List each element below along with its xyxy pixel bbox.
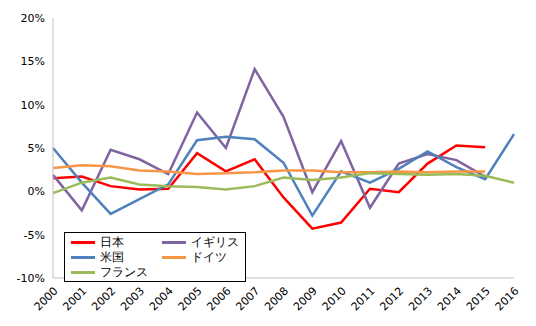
svg-text:2002: 2002 [89, 284, 118, 313]
html-text:フランス: フランス [100, 265, 148, 279]
svg-text:2012: 2012 [377, 284, 406, 313]
html-text:日本: 日本 [100, 235, 124, 249]
html-text:米国: 米国 [100, 250, 124, 264]
svg-text:-5%: -5% [24, 229, 45, 242]
svg-text:2009: 2009 [291, 284, 320, 313]
html-text:ドイツ: ドイツ [191, 250, 227, 264]
svg-text:10%: 10% [21, 99, 45, 112]
svg-text:2000: 2000 [32, 284, 61, 313]
svg-text:2003: 2003 [118, 284, 147, 313]
svg-text:20%: 20% [21, 12, 45, 25]
svg-text:-10%: -10% [17, 272, 45, 285]
svg-text:2006: 2006 [205, 284, 234, 313]
svg-text:2013: 2013 [406, 284, 435, 313]
svg-text:15%: 15% [21, 55, 45, 68]
svg-text:2016: 2016 [493, 284, 522, 313]
svg-text:5%: 5% [28, 142, 45, 155]
svg-text:2001: 2001 [60, 284, 89, 313]
html-text:イギリス: イギリス [191, 235, 239, 249]
svg-text:2010: 2010 [320, 284, 349, 313]
svg-text:2007: 2007 [233, 284, 262, 313]
svg-text:2005: 2005 [176, 284, 205, 313]
svg-text:0%: 0% [28, 185, 45, 198]
svg-text:2014: 2014 [435, 284, 464, 313]
svg-text:2004: 2004 [147, 284, 176, 313]
svg-text:2011: 2011 [349, 284, 378, 313]
svg-text:2008: 2008 [262, 284, 291, 313]
svg-text:2015: 2015 [464, 284, 493, 313]
